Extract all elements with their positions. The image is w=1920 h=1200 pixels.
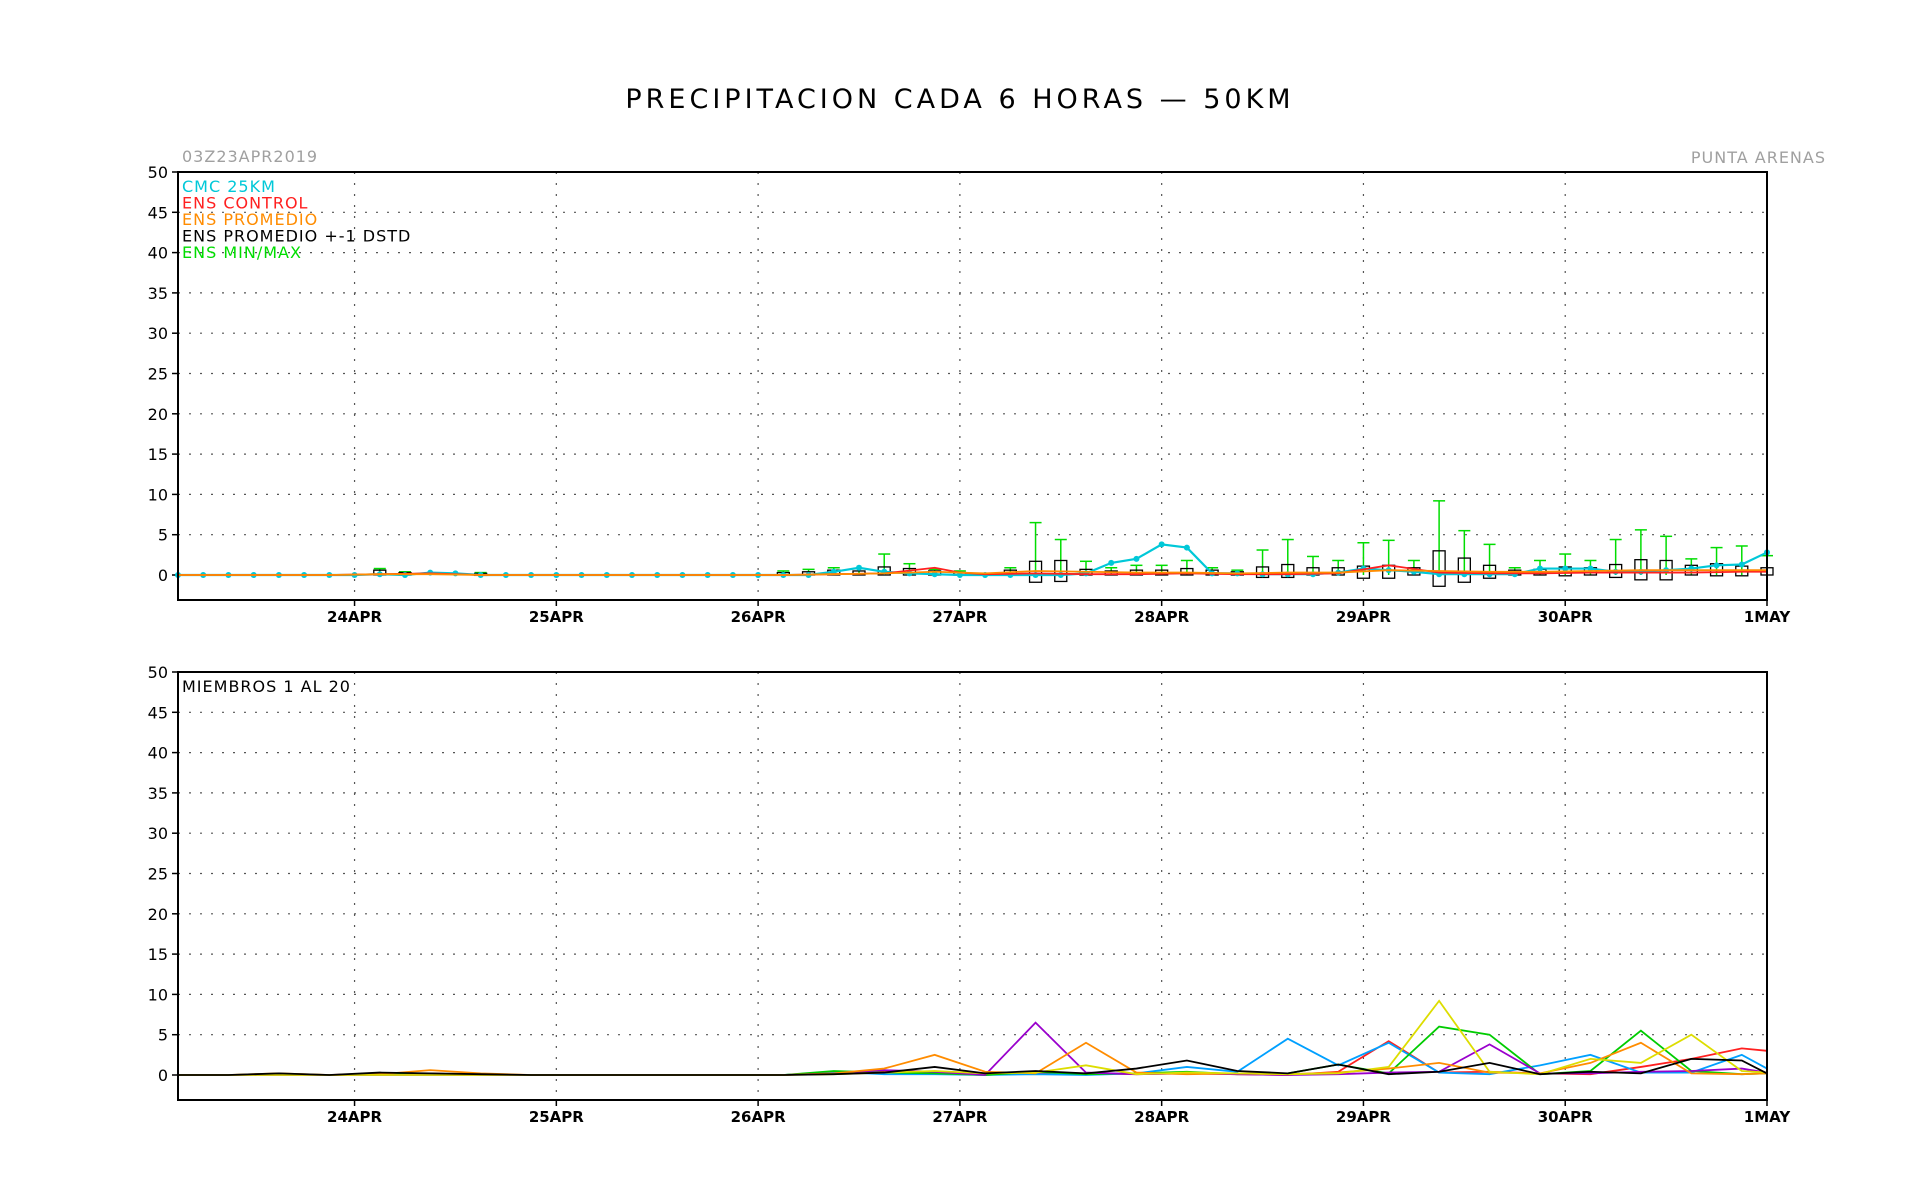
y-tick-label: 30 [148, 824, 168, 843]
plot-frame [177, 671, 1768, 1101]
y-tick-label: 35 [148, 284, 168, 303]
y-tick-label: 50 [148, 163, 168, 182]
x-tick-label: 25APR [529, 1108, 584, 1126]
y-tick-label: 45 [148, 203, 168, 222]
legend-entry: ENS PROMEDIO +-1 DSTD [182, 227, 411, 246]
member-line [178, 1057, 1768, 1076]
cmc-point [1713, 562, 1720, 569]
legend-entry: ENS MIN/MAX [182, 243, 302, 262]
std-box [1432, 550, 1446, 587]
cmc-point [1108, 559, 1115, 566]
y-tick-label: 25 [148, 865, 168, 884]
x-tick-label: 29APR [1336, 1108, 1391, 1126]
y-tick-label: 20 [148, 905, 168, 924]
legend-entry: CMC 25KM [182, 177, 276, 196]
std-box [1281, 563, 1295, 579]
x-tick-label: 1MAY [1744, 1108, 1792, 1126]
x-tick-label: 26APR [731, 1108, 786, 1126]
x-tick-label: 28APR [1134, 1108, 1189, 1126]
x-tick-label: 25APR [529, 608, 584, 626]
y-tick-label: 20 [148, 405, 168, 424]
cmc-point [1537, 565, 1543, 572]
y-tick-label: 10 [148, 985, 168, 1004]
cmc-point [1133, 555, 1140, 562]
y-tick-label: 50 [148, 663, 168, 682]
x-tick-label: 29APR [1336, 608, 1391, 626]
member-line [178, 1040, 1768, 1076]
cmc-point [856, 564, 862, 571]
series-line [178, 543, 1768, 577]
member-line [178, 999, 1768, 1076]
y-tick-label: 45 [148, 703, 168, 722]
x-tick-label: 28APR [1134, 608, 1189, 626]
cmc-point [1183, 544, 1190, 551]
location-label: PUNTA ARENAS [1691, 148, 1826, 167]
y-tick-label: 15 [148, 445, 168, 464]
y-tick-label: 5 [158, 1026, 168, 1045]
bottom-panel: 0 5 10 15 20 25 30 35 40 45 50 24APR 25APR 26APR 27APR… [148, 663, 1792, 1126]
y-tick-label: 5 [158, 526, 168, 545]
x-tick-label: 30APR [1538, 608, 1593, 626]
x-tick-label: 24APR [327, 1108, 382, 1126]
std-box [1457, 557, 1471, 583]
y-tick-label: 10 [148, 485, 168, 504]
y-tick-label: 40 [148, 744, 168, 763]
x-tick-label: 24APR [327, 608, 382, 626]
y-tick-label: 40 [148, 244, 168, 263]
member-line [178, 1037, 1768, 1076]
cmc-point [1562, 565, 1569, 572]
x-tick-label: 27APR [932, 1108, 987, 1126]
y-tick-label: 35 [148, 784, 168, 803]
x-tick-label: 1MAY [1744, 608, 1792, 626]
series-line [178, 569, 1767, 576]
y-tick-label: 0 [158, 1066, 168, 1085]
member-line [178, 1041, 1768, 1076]
top-panel: 0 5 10 15 20 25 30 35 40 45 50 24APR 25APR 26APR 27APR… [148, 163, 1792, 626]
x-tick-label: 27APR [932, 608, 987, 626]
chart-title: PRECIPITACION CADA 6 HORAS — 50KM [625, 84, 1294, 115]
legend-entry: ENS CONTROL [182, 194, 308, 213]
members-label: MIEMBROS 1 AL 20 [182, 677, 351, 696]
legend-entry: ENS PROMEDIO [182, 210, 318, 229]
y-tick-label: 0 [158, 566, 168, 585]
init-time-label: 03Z23APR2019 [182, 147, 318, 166]
y-tick-label: 15 [148, 945, 168, 964]
y-tick-label: 25 [148, 365, 168, 384]
x-tick-label: 30APR [1538, 1108, 1593, 1126]
x-tick-label: 26APR [731, 608, 786, 626]
cmc-point [1738, 561, 1745, 568]
cmc-point [1158, 541, 1165, 548]
plot-frame [177, 171, 1768, 601]
y-tick-label: 30 [148, 324, 168, 343]
